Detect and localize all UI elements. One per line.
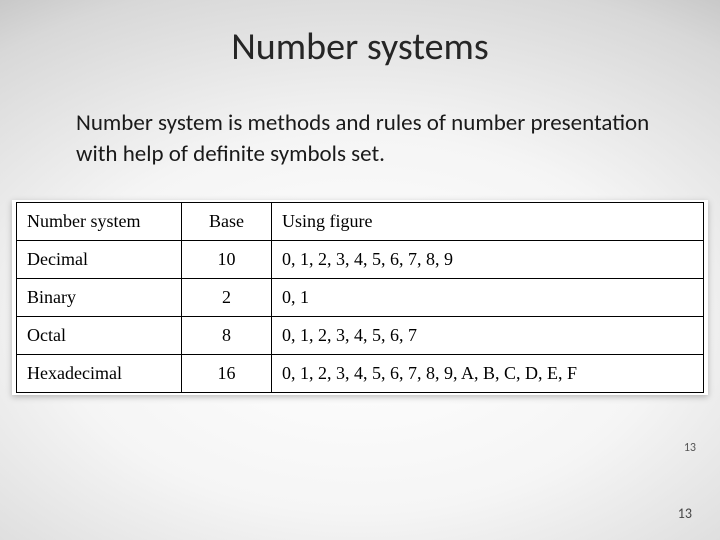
- slide-body-text: Number system is methods and rules of nu…: [0, 70, 720, 170]
- slide-title: Number systems: [0, 0, 720, 70]
- cell-system: Decimal: [17, 241, 182, 279]
- table-header-row: Number system Base Using figure: [17, 203, 704, 241]
- cell-system: Binary: [17, 279, 182, 317]
- cell-system: Octal: [17, 317, 182, 355]
- cell-figure: 0, 1, 2, 3, 4, 5, 6, 7, 8, 9: [272, 241, 704, 279]
- cell-figure: 0, 1, 2, 3, 4, 5, 6, 7: [272, 317, 704, 355]
- cell-base: 2: [182, 279, 272, 317]
- table-row: Hexadecimal 16 0, 1, 2, 3, 4, 5, 6, 7, 8…: [17, 355, 704, 393]
- cell-base: 10: [182, 241, 272, 279]
- number-systems-table-container: Number system Base Using figure Decimal …: [12, 200, 708, 395]
- number-systems-table: Number system Base Using figure Decimal …: [16, 202, 704, 393]
- page-number-outer: 13: [678, 505, 692, 522]
- col-header-figure: Using figure: [272, 203, 704, 241]
- col-header-system: Number system: [17, 203, 182, 241]
- page-number-inner: 13: [684, 441, 696, 455]
- table-row: Octal 8 0, 1, 2, 3, 4, 5, 6, 7: [17, 317, 704, 355]
- cell-figure: 0, 1: [272, 279, 704, 317]
- cell-base: 16: [182, 355, 272, 393]
- cell-system: Hexadecimal: [17, 355, 182, 393]
- table-row: Binary 2 0, 1: [17, 279, 704, 317]
- table-row: Decimal 10 0, 1, 2, 3, 4, 5, 6, 7, 8, 9: [17, 241, 704, 279]
- cell-figure: 0, 1, 2, 3, 4, 5, 6, 7, 8, 9, A, B, C, D…: [272, 355, 704, 393]
- cell-base: 8: [182, 317, 272, 355]
- col-header-base: Base: [182, 203, 272, 241]
